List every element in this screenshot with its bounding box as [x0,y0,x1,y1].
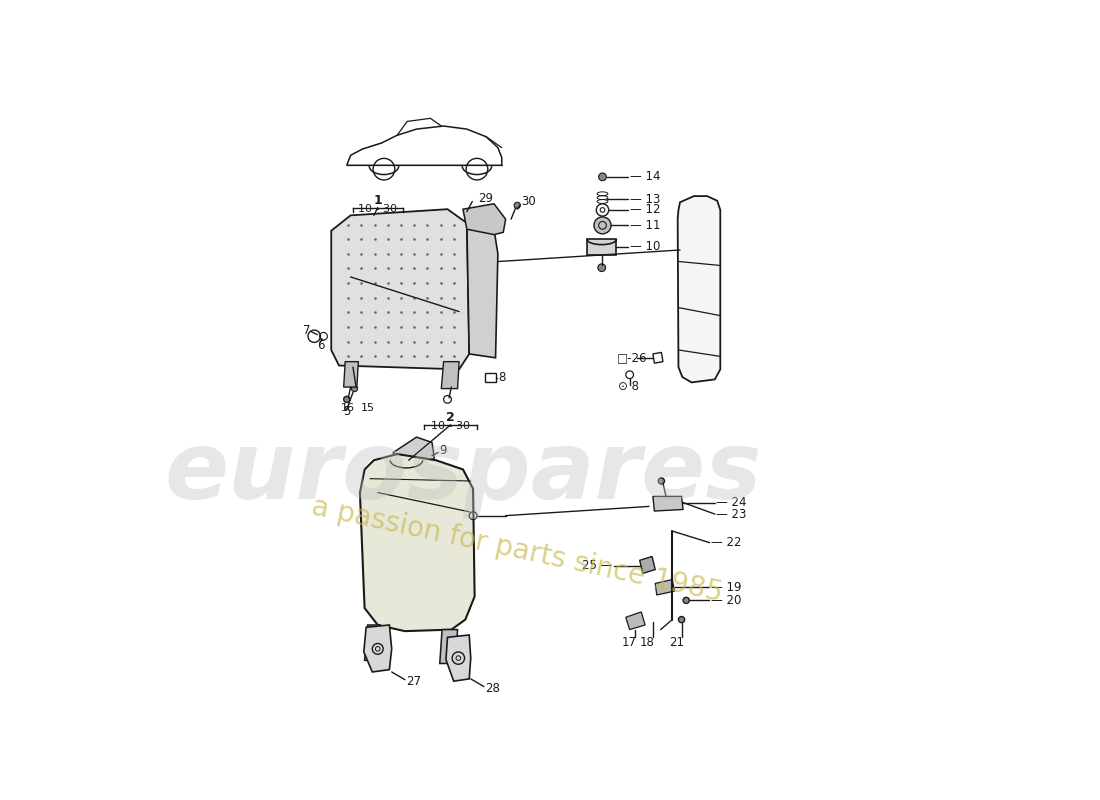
Polygon shape [446,635,471,682]
Circle shape [343,396,350,402]
Polygon shape [640,557,656,574]
Text: — 11: — 11 [629,219,660,232]
Text: — 23: — 23 [716,508,747,521]
Text: 6: 6 [317,339,324,352]
Text: — 12: — 12 [629,203,660,217]
Text: 16: 16 [341,403,354,413]
Text: 2: 2 [447,410,455,423]
Polygon shape [440,630,458,663]
Polygon shape [626,612,645,630]
Text: 10 - 30: 10 - 30 [359,204,397,214]
Polygon shape [653,496,683,511]
Polygon shape [360,454,474,631]
Polygon shape [364,625,392,672]
Circle shape [594,217,610,234]
Polygon shape [466,223,498,358]
Text: 21: 21 [669,636,683,650]
Circle shape [514,202,520,209]
Circle shape [679,617,684,622]
Text: — 22: — 22 [711,536,741,549]
Text: — 13: — 13 [629,193,660,206]
Polygon shape [343,362,359,387]
Text: — 14: — 14 [629,170,660,183]
Text: ⊙ 8: ⊙ 8 [618,380,639,393]
Text: — 20: — 20 [711,594,741,607]
Circle shape [598,173,606,181]
Polygon shape [394,437,435,470]
Text: 28: 28 [485,682,501,694]
Polygon shape [441,362,459,389]
Circle shape [351,386,358,392]
Circle shape [658,478,664,484]
Polygon shape [678,196,721,382]
Text: 7: 7 [304,323,311,337]
Text: 5: 5 [343,405,350,418]
Polygon shape [587,239,616,254]
Text: 10 - 30: 10 - 30 [431,421,470,430]
Circle shape [598,264,606,271]
Text: 25 —: 25 — [582,559,613,572]
Polygon shape [463,204,506,234]
Text: eurospares: eurospares [164,427,761,519]
Text: 8: 8 [498,370,505,383]
Text: a passion for parts since 1985: a passion for parts since 1985 [309,493,725,608]
Text: □-26: □-26 [616,351,647,364]
Text: 27: 27 [406,674,421,688]
Polygon shape [656,579,674,595]
Polygon shape [331,209,470,370]
Text: 1: 1 [373,194,382,207]
Text: 9: 9 [440,444,448,457]
Text: 15: 15 [361,403,375,413]
Text: — 24: — 24 [716,496,747,509]
Text: 29: 29 [478,192,494,205]
Text: 30: 30 [521,195,536,208]
Polygon shape [364,625,381,661]
Text: — 10: — 10 [629,241,660,254]
Text: — 19: — 19 [711,581,741,594]
Circle shape [683,598,690,603]
Text: 18: 18 [640,636,654,650]
Text: 17: 17 [623,636,637,650]
